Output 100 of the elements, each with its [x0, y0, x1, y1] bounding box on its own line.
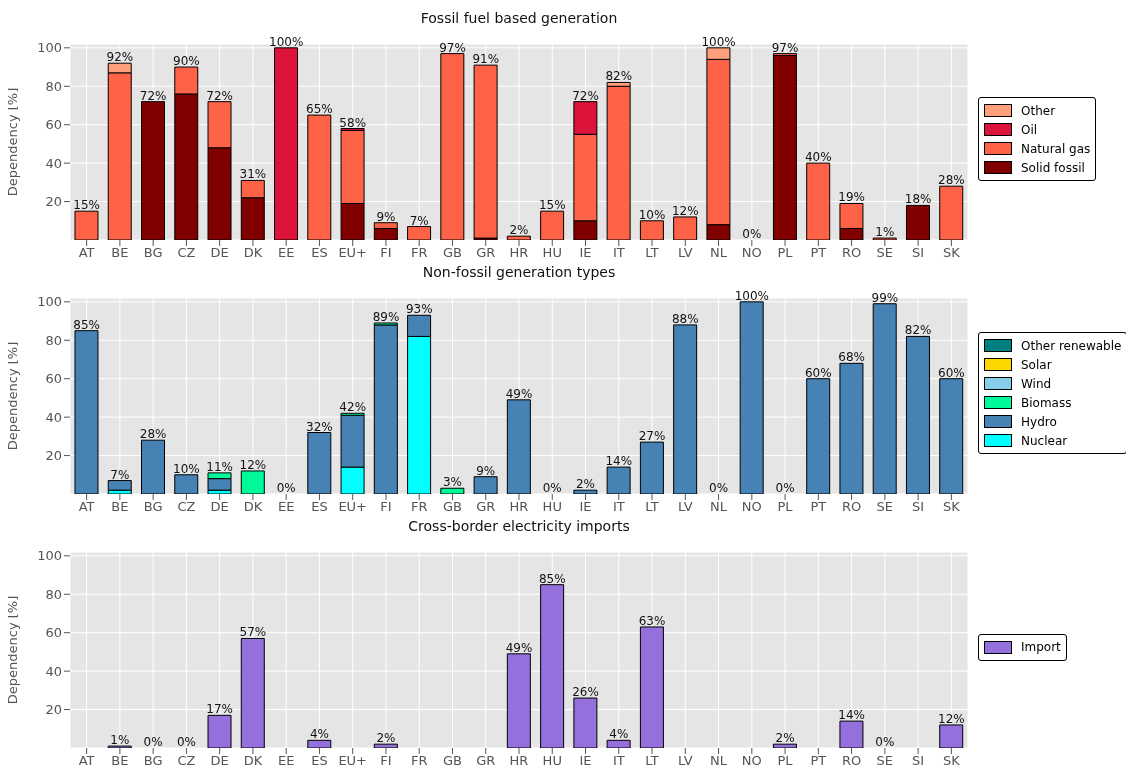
- total-label: 68%: [838, 350, 865, 365]
- y-tick-label: 40: [45, 155, 62, 171]
- data-label: 0%: [875, 735, 895, 749]
- y-tick-label: 80: [45, 586, 62, 602]
- x-tick-label: BE: [111, 499, 129, 515]
- x-tick-label: HU: [542, 245, 562, 261]
- data-label: 0%: [176, 735, 196, 749]
- total-label: 100%: [269, 34, 304, 49]
- x-tick-label: EU+: [338, 753, 368, 769]
- x-tick-label: NO: [741, 499, 762, 515]
- x-tick-label: RO: [841, 753, 862, 769]
- total-label: 12%: [671, 203, 699, 218]
- total-label: 60%: [805, 365, 832, 380]
- x-tick-label: BE: [111, 245, 129, 261]
- x-tick-label: LT: [645, 499, 659, 515]
- total-label: 100%: [701, 34, 736, 49]
- data-label: 85%: [538, 571, 566, 586]
- data-label: 4%: [609, 727, 629, 742]
- total-label: 9%: [376, 209, 396, 224]
- x-tick-label: SK: [942, 753, 961, 769]
- total-label: 40%: [805, 150, 832, 165]
- y-tick-label: 20: [45, 448, 62, 464]
- y-tick-label: 100: [37, 294, 62, 310]
- x-tick-label: DE: [210, 499, 229, 515]
- x-tick-label: SE: [876, 245, 894, 261]
- x-tick-label: AT: [78, 753, 95, 769]
- x-tick-label: FR: [410, 499, 428, 515]
- x-tick-label: NO: [741, 753, 762, 769]
- total-label: 90%: [173, 54, 200, 69]
- x-tick-label: BG: [143, 753, 163, 769]
- data-label: 2%: [775, 731, 795, 746]
- total-label: 28%: [139, 427, 167, 442]
- total-label: 32%: [306, 419, 333, 434]
- x-tick-label: GB: [442, 753, 462, 769]
- x-tick-label: FI: [380, 753, 392, 769]
- total-label: 93%: [405, 302, 433, 317]
- y-tick-label: 80: [45, 78, 62, 94]
- y-tick-label: 20: [45, 194, 62, 210]
- legend-label: Other renewable: [1021, 338, 1122, 353]
- x-tick-label: NL: [710, 245, 728, 261]
- x-tick-label: PT: [810, 753, 827, 769]
- x-tick-label: EU+: [338, 245, 368, 261]
- total-label: 7%: [409, 213, 429, 228]
- total-label: 0%: [542, 481, 562, 495]
- data-label: 26%: [572, 685, 599, 700]
- x-tick-label: HR: [509, 753, 529, 769]
- total-label: 0%: [742, 227, 762, 241]
- x-tick-label: AT: [78, 499, 95, 515]
- chart-title: Non-fossil generation types: [421, 264, 617, 280]
- x-tick-label: PL: [777, 245, 794, 261]
- y-tick-label: 20: [45, 702, 62, 718]
- total-label: 11%: [206, 459, 233, 474]
- total-label: 42%: [339, 400, 367, 415]
- x-tick-label: LV: [677, 245, 693, 261]
- legend-label: Solid fossil: [1021, 160, 1085, 175]
- total-label: 2%: [576, 477, 596, 492]
- total-label: 0%: [276, 481, 296, 495]
- total-label: 0%: [709, 481, 729, 495]
- x-tick-label: PT: [810, 499, 827, 515]
- legend-label: Hydro: [1021, 414, 1057, 429]
- total-label: 100%: [734, 288, 769, 303]
- x-tick-label: SI: [912, 753, 925, 769]
- x-tick-label: EU+: [338, 499, 368, 515]
- x-tick-label: IE: [579, 245, 592, 261]
- data-label: 4%: [309, 727, 329, 742]
- x-tick-label: IE: [579, 753, 592, 769]
- total-label: 49%: [505, 386, 533, 401]
- y-tick-label: 60: [45, 117, 62, 133]
- total-label: 15%: [73, 198, 100, 213]
- total-label: 31%: [239, 167, 267, 182]
- total-label: 82%: [904, 323, 932, 338]
- total-label: 92%: [106, 50, 134, 65]
- legend-label: Nuclear: [1021, 433, 1068, 448]
- total-label: 1%: [875, 225, 895, 240]
- data-label: 17%: [206, 702, 233, 717]
- x-tick-label: SE: [876, 753, 894, 769]
- data-label: 49%: [505, 640, 533, 655]
- data-label: 0%: [143, 735, 163, 749]
- total-label: 15%: [538, 198, 566, 213]
- x-tick-label: PL: [777, 499, 794, 515]
- legend-label: Solar: [1021, 357, 1052, 372]
- y-tick-label: 100: [37, 40, 62, 56]
- total-label: 10%: [173, 461, 200, 476]
- x-tick-label: BG: [143, 499, 163, 515]
- y-tick-label: 60: [45, 371, 62, 387]
- x-tick-label: LV: [677, 499, 693, 515]
- x-tick-label: SK: [942, 245, 961, 261]
- x-tick-label: DE: [210, 245, 229, 261]
- x-tick-label: SI: [912, 499, 925, 515]
- legend-label: Wind: [1021, 376, 1052, 391]
- total-label: 88%: [671, 311, 699, 326]
- data-label: 1%: [110, 733, 130, 748]
- total-label: 19%: [838, 190, 865, 205]
- total-label: 97%: [771, 40, 799, 55]
- x-tick-label: DK: [243, 499, 263, 515]
- x-tick-label: FI: [380, 245, 392, 261]
- total-label: 18%: [904, 192, 932, 207]
- x-tick-label: DE: [210, 753, 229, 769]
- total-label: 82%: [605, 69, 633, 84]
- total-label: 72%: [572, 88, 599, 103]
